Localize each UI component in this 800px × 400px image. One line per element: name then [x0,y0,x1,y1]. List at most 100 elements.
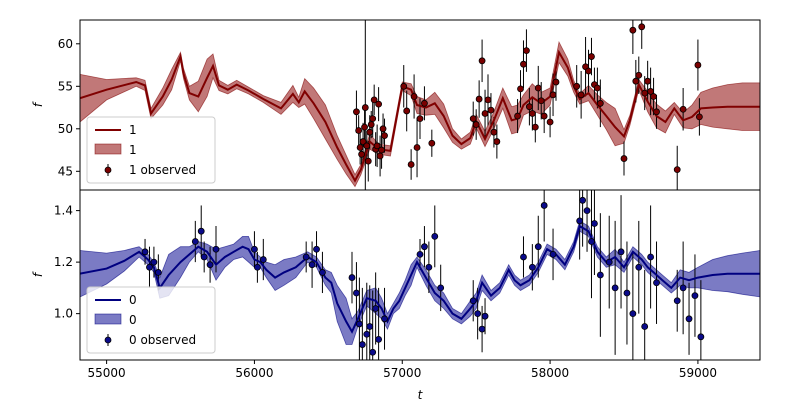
top-observed-point [694,61,702,69]
bottom-observed-point [381,315,388,323]
top-legend: 1 1 1 observed [86,116,216,184]
top-observed-point [514,112,521,120]
bottom-observed-point [697,333,705,341]
bottom-observed-point [363,330,371,338]
top-y-tick-label: 50 [58,122,73,136]
top-observed-point [407,161,415,168]
top-observed-point [364,157,372,165]
top-observed-point [428,139,436,147]
top-observed-point [378,146,385,154]
top-observed-point [679,105,687,113]
bottom-observed-point [154,269,162,276]
bottom-observed-point [416,250,424,258]
bottom-observed-point [549,250,557,258]
bottom-observed-point [623,289,631,297]
top-observed-point [528,110,536,117]
bottom-y-tick-label: 1.4 [54,204,73,218]
top-observed-point [358,150,366,158]
top-observed-point [552,78,560,86]
bottom-observed-point [576,217,584,225]
bottom-y-axis-label: f [31,271,45,277]
top-y-tick-label: 60 [58,37,73,51]
bottom-observed-point [150,258,158,266]
top-legend-label-band: 1 [129,143,137,157]
top-observed-point [632,77,640,85]
bottom-observed-point [206,261,214,269]
top-observed-point [588,53,595,60]
top-observed-point [644,77,652,85]
x-tick-label: 56000 [235,366,273,380]
bottom-observed-point [596,271,604,279]
bottom-observed-point [191,238,199,245]
top-observed-point [577,91,585,99]
top-observed-point [478,57,486,65]
bottom-observed-point [141,248,149,256]
bottom-observed-point [629,310,637,318]
top-legend-point-swatch [104,166,112,174]
top-observed-point [421,99,428,107]
top-observed-point [549,91,557,99]
top-observed-point [641,89,649,97]
top-observed-point [472,121,480,128]
top-observed-point [620,155,628,162]
bottom-observed-point [579,196,587,204]
bottom-observed-point [253,263,261,271]
x-tick-label: 55000 [88,366,126,380]
top-observed-point [373,142,381,150]
bottom-panel: 1.01.21.4 55000 56000 57000 58000 59000 f t … [31,189,761,400]
bottom-observed-point [313,245,320,253]
bottom-observed-point [421,243,428,251]
top-plot-area [80,20,760,190]
top-observed-point [540,112,548,120]
bottom-observed-point [375,335,383,343]
top-observed-point [638,23,646,31]
bottom-y-tick-label: 1.0 [54,307,73,321]
bottom-observed-point [478,325,486,333]
bottom-observed-point [611,284,619,292]
top-observed-point [596,99,604,107]
top-observed-point [361,104,369,111]
bottom-observed-point [617,248,625,256]
top-observed-point [375,100,383,108]
bottom-observed-point [302,253,310,261]
bottom-observed-point [685,315,693,323]
x-tick-label: 57000 [383,366,421,380]
bottom-observed-point [528,263,536,271]
bottom-observed-point [605,258,613,266]
bottom-observed-point [679,284,687,292]
top-observed-point [410,93,418,100]
bottom-observed-point [259,256,267,263]
bottom-observed-point [647,253,655,261]
top-observed-point [400,82,408,90]
top-legend-band-swatch [94,143,122,155]
top-observed-point [487,106,495,114]
bottom-legend-box [86,286,216,354]
bottom-observed-point [691,292,699,300]
bottom-observed-point [583,207,591,215]
top-observed-point [413,144,421,151]
bottom-observed-point [146,263,153,271]
bottom-observed-point [474,310,482,318]
top-y-tick-label: 55 [58,79,73,93]
bottom-observed-point [437,284,445,292]
bottom-observed-point [366,323,374,330]
bottom-observed-point [212,245,220,253]
top-observed-point [520,60,527,68]
top-observed-point [355,127,363,134]
top-observed-point [517,85,524,93]
top-observed-point [416,115,424,122]
bottom-observed-point [520,253,527,261]
top-observed-point [523,47,530,54]
top-observed-point [363,142,371,150]
top-observed-point [647,88,655,95]
top-observed-point [359,138,367,145]
bottom-observed-point [200,253,208,261]
top-observed-point [356,144,364,151]
x-tick-label: 58000 [531,366,569,380]
bottom-observed-point [372,305,380,312]
top-observed-point [381,132,388,140]
top-observed-point [469,115,477,122]
bottom-observed-point [353,289,360,297]
top-observed-point [546,118,554,126]
top-observed-point [531,123,539,131]
